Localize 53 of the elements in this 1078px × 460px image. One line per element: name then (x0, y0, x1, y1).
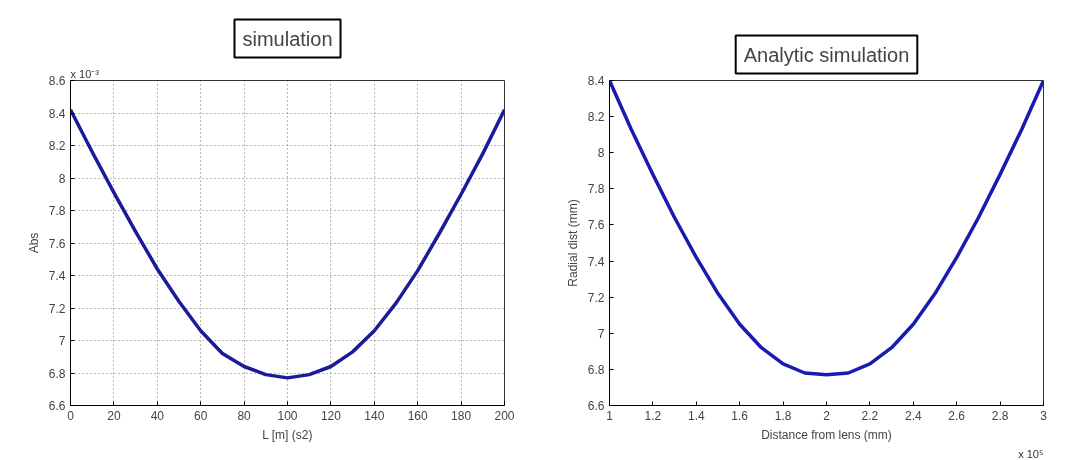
y-tick-label: 7.4 (587, 254, 605, 269)
y-tick-label: 8.6 (48, 74, 66, 88)
line-series (70, 108, 505, 380)
y-tick-label: 8.4 (587, 74, 605, 88)
y-tick-label: 6.6 (587, 399, 605, 413)
y-tick-label: 8.2 (48, 139, 66, 153)
x-tick-label: 200 (494, 408, 515, 423)
y-axis-title: Abs (26, 232, 41, 254)
y-tick-label: 7.2 (587, 290, 605, 305)
x-tick-label: 2 (823, 408, 831, 423)
y-tick-label: 7.2 (48, 301, 66, 316)
y-tick-label: 6.8 (587, 362, 605, 377)
x-tick-label: 20 (107, 408, 121, 423)
x-tick-label: 3 (1040, 408, 1048, 423)
y-tick-label: 7.8 (48, 204, 66, 218)
y-tick-label: 7 (58, 334, 66, 348)
y-tick-label: 8.2 (587, 110, 605, 125)
x-tick-label: 1.4 (687, 408, 705, 423)
x-tick-label: 100 (277, 408, 298, 423)
x-axis-title: Distance from lens (mm) (761, 427, 892, 442)
y-tick-label: 7.4 (48, 269, 66, 283)
x-tick-label: 80 (237, 408, 252, 423)
x-tick-label: 0 (67, 408, 75, 423)
y-tick-label: 7.6 (587, 218, 605, 233)
y-tick-label: 6.8 (48, 366, 66, 381)
y-tick-label: 7.6 (48, 236, 66, 251)
x-tick-label: 2.2 (861, 408, 879, 423)
y-tick-label: 8 (58, 171, 66, 186)
chart-title: Analytic simulation (743, 43, 910, 66)
x-tick-label: 40 (150, 408, 165, 423)
x-tick-label: 1.8 (774, 408, 792, 423)
x-tick-label: 120 (320, 408, 342, 423)
y-tick-label: 6.6 (48, 399, 66, 413)
x-tick-label: 1.6 (731, 408, 749, 423)
x-axis-title: L [m] (s2) (262, 427, 313, 442)
x-tick-label: 2.4 (904, 408, 922, 423)
text: x 10⁻³ (70, 67, 100, 80)
y-axis-title: Radial dist (mm) (565, 199, 580, 287)
text: x 10⁵ (1018, 447, 1044, 460)
x-tick-label: 1.2 (644, 408, 662, 423)
y-tick-label: 8 (597, 146, 605, 161)
chart-title: simulation (242, 27, 333, 50)
x-tick-label: 160 (407, 408, 429, 423)
x-tick-label: 60 (194, 408, 208, 423)
y-tick-label: 7.8 (587, 182, 605, 197)
x-tick-label: 2.8 (991, 408, 1009, 423)
x-tick-label: 140 (364, 408, 385, 423)
y-tick-label: 7 (597, 326, 605, 341)
line-series (609, 80, 1044, 377)
y-tick-label: 8.4 (48, 106, 66, 121)
x-tick-label: 1 (606, 408, 614, 423)
x-tick-label: 2.6 (948, 408, 966, 423)
x-tick-label: 180 (451, 408, 472, 423)
